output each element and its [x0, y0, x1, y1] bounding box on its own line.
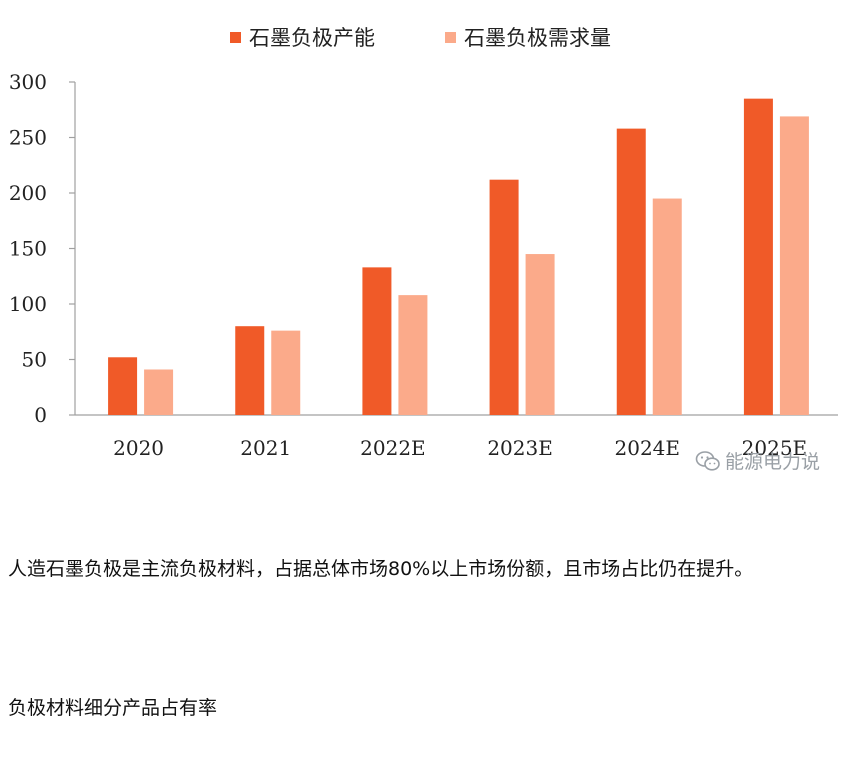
bar-capacity: [362, 267, 392, 415]
bar-capacity: [235, 326, 265, 415]
y-tick-label: 150: [9, 237, 47, 261]
x-tick-label: 2025E: [742, 436, 808, 460]
x-tick-label: 2020: [113, 436, 164, 460]
x-tick-label: 2024E: [615, 436, 681, 460]
legend-swatch-capacity: [230, 31, 241, 43]
y-tick-label: 100: [9, 292, 47, 316]
bar-demand: [271, 330, 301, 415]
bar-capacity: [108, 357, 138, 415]
bar-demand: [525, 254, 555, 415]
bar-capacity: [743, 98, 773, 416]
bar-demand: [779, 116, 809, 415]
chart-area: 石墨负极产能 石墨负极需求量 0 50 100 150 200 250 300 2020 202…: [9, 22, 838, 474]
legend-item-capacity: 石墨负极产能: [230, 22, 375, 52]
legend-label-capacity: 石墨负极产能: [249, 26, 375, 50]
chart-legend: 石墨负极产能 石墨负极需求量: [230, 22, 611, 52]
wechat-icon: [695, 450, 721, 472]
legend-item-demand: 石墨负极需求量: [445, 22, 611, 52]
bar-demand: [652, 198, 682, 415]
watermark-text: 能源电力说: [725, 451, 821, 473]
x-tick-label: 2021: [240, 436, 291, 460]
legend-label-demand: 石墨负极需求量: [464, 26, 611, 50]
bar-demand: [398, 295, 428, 415]
x-tick-label: 2022E: [360, 436, 426, 460]
x-tick-label: 2023E: [487, 436, 553, 460]
bar-demand: [144, 369, 174, 415]
y-tick-label: 300: [9, 70, 47, 94]
y-tick-label: 0: [34, 403, 47, 427]
legend-swatch-demand: [445, 31, 456, 43]
article-paragraph: 人造石墨负极是主流负极材料，占据总体市场80%以上市场份额，且市场占比仍在提升。: [8, 558, 754, 580]
bar-chart-svg: 0 50 100 150 200 250 300 2020 2021 2022E 2023E 2024…: [9, 70, 838, 460]
y-tick-label: 50: [22, 348, 47, 372]
bar-capacity: [489, 179, 519, 415]
watermark: 能源电力说: [695, 447, 820, 474]
article-subheading: 负极材料细分产品占有率: [8, 697, 218, 719]
y-tick-label: 250: [9, 126, 47, 150]
bar-capacity: [616, 128, 646, 415]
y-tick-label: 200: [9, 181, 47, 205]
